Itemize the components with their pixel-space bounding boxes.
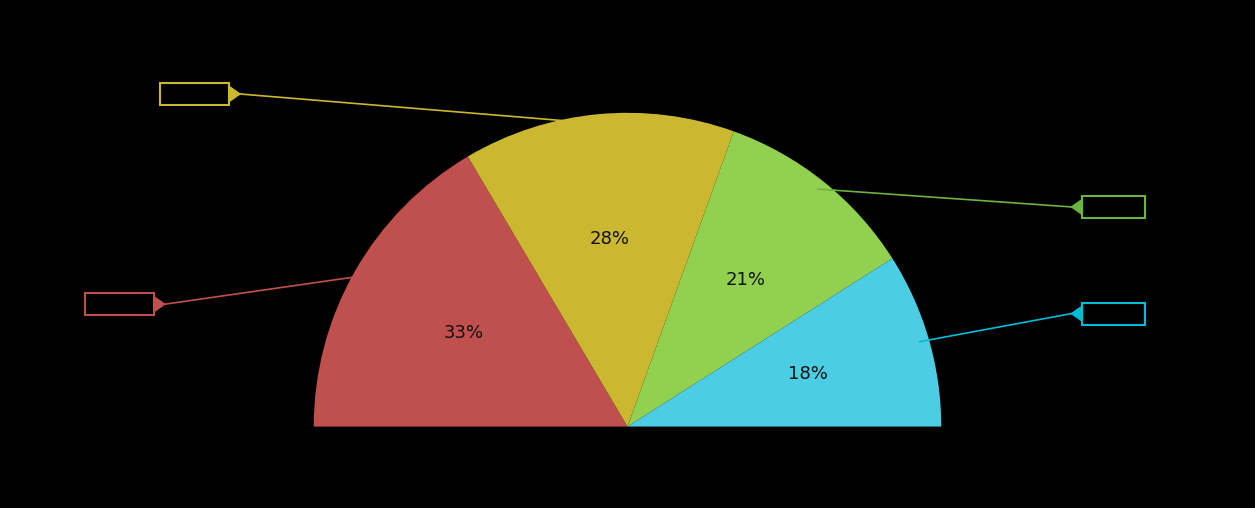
Polygon shape — [1072, 306, 1082, 321]
Bar — [1082, 196, 1146, 218]
Polygon shape — [1072, 199, 1082, 214]
Text: 33%: 33% — [444, 324, 484, 342]
Wedge shape — [628, 259, 941, 427]
Bar — [84, 293, 153, 315]
Wedge shape — [468, 113, 734, 427]
Text: 21%: 21% — [725, 271, 766, 289]
Wedge shape — [314, 156, 628, 427]
Wedge shape — [628, 132, 892, 427]
Text: 28%: 28% — [590, 230, 630, 248]
Polygon shape — [154, 297, 164, 312]
Bar — [1082, 303, 1146, 325]
Bar — [161, 83, 228, 105]
Polygon shape — [230, 86, 240, 102]
Text: 18%: 18% — [788, 365, 828, 383]
